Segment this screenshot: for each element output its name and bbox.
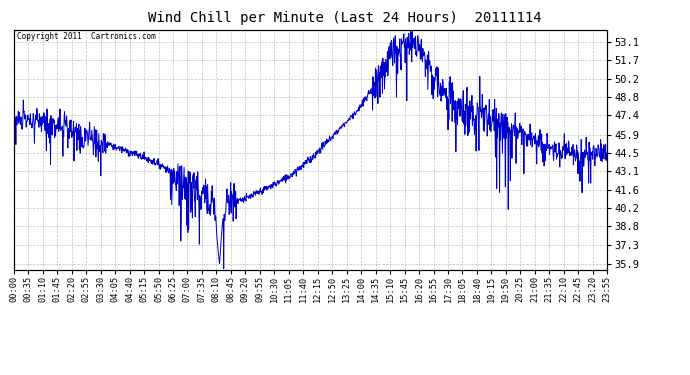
Text: Wind Chill per Minute (Last 24 Hours)  20111114: Wind Chill per Minute (Last 24 Hours) 20… — [148, 11, 542, 25]
Text: Copyright 2011  Cartronics.com: Copyright 2011 Cartronics.com — [17, 32, 155, 41]
